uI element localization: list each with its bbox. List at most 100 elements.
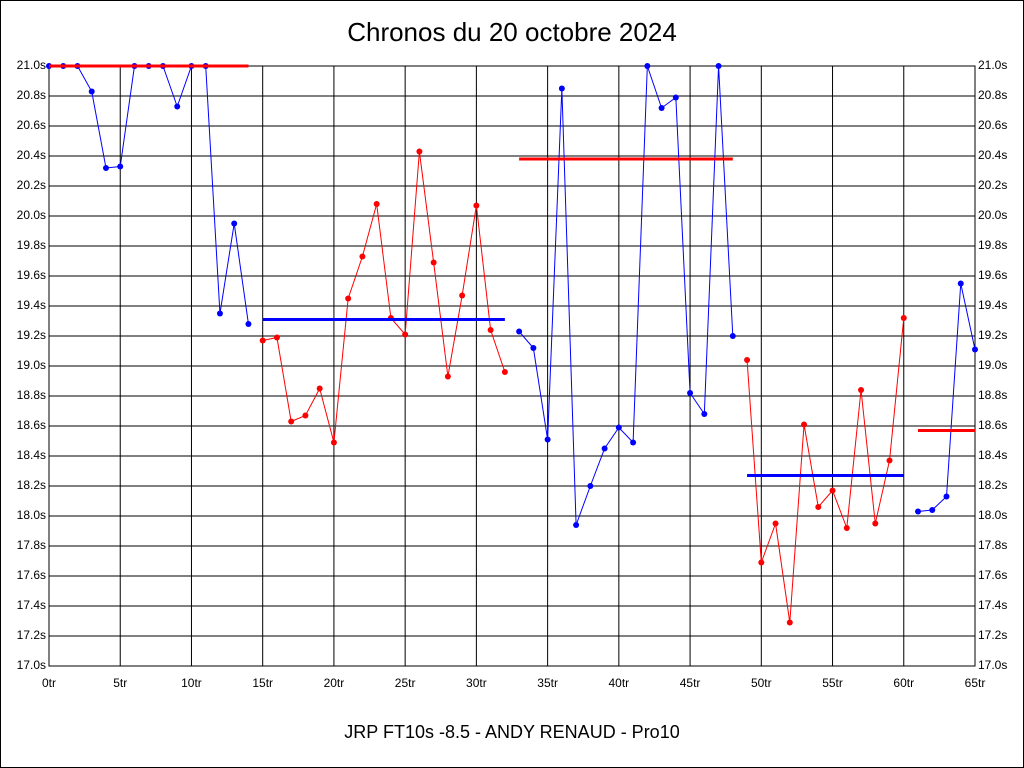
data-point [174,103,181,110]
data-point [259,337,266,344]
y-tick-label: 19.0s [17,358,46,372]
x-tick-label: 60tr [893,676,914,690]
data-point [373,201,380,207]
x-tick-label: 30tr [466,676,487,690]
x-tick-label: 50tr [751,676,772,690]
y-tick-label: 17.0s [17,658,46,672]
series-line [746,317,905,623]
y2-tick-label: 20.0s [978,208,1007,222]
data-point [273,334,280,341]
y-tick-label: 17.6s [17,568,46,582]
y-tick-label: 20.6s [17,118,46,132]
data-point [729,333,736,339]
data-point [516,328,523,335]
data-point [644,63,651,69]
y-tick-label: 18.8s [17,388,46,402]
data-point [216,310,223,317]
x-tick-label: 20tr [324,676,345,690]
data-point [245,321,252,327]
x-tick-label: 0tr [42,676,56,690]
y2-tick-label: 18.8s [978,388,1007,402]
data-point [601,445,608,452]
data-point [544,436,551,443]
y-tick-label: 18.2s [17,478,46,492]
y2-tick-label: 19.0s [978,358,1007,372]
data-point [615,424,622,431]
data-point [459,292,466,299]
y-tick-label: 21.0s [17,58,46,72]
data-point [231,220,238,227]
y-tick-label: 19.6s [17,268,46,282]
y2-tick-label: 18.0s [978,508,1007,522]
data-point [402,331,409,338]
data-point [957,280,964,287]
y2-tick-label: 17.4s [978,598,1007,612]
data-point [658,105,665,111]
x-tick-label: 35tr [537,676,558,690]
y-tick-label: 20.4s [17,148,46,162]
y-tick-label: 17.8s [17,538,46,552]
data-point [915,508,922,515]
x-tick-label: 40tr [609,676,630,690]
y-tick-label: 19.4s [17,298,46,312]
y2-tick-label: 20.8s [978,88,1007,102]
x-tick-label: 55tr [822,676,843,690]
y2-tick-label: 20.2s [978,178,1007,192]
data-point [359,253,366,260]
data-point [972,346,978,353]
x-tick-label: 65tr [965,676,986,690]
x-tick-label: 15tr [252,676,273,690]
y2-tick-label: 17.8s [978,538,1007,552]
data-point [843,525,850,531]
data-point [758,559,765,566]
data-point [487,327,494,333]
y2-tick-label: 20.4s [978,148,1007,162]
x-tick-label: 10tr [181,676,202,690]
data-point [573,522,580,528]
y-tick-label: 19.8s [17,238,46,252]
y2-tick-label: 17.2s [978,628,1007,642]
data-point [316,385,323,392]
data-point [701,411,708,417]
data-point [630,439,637,446]
data-point [345,295,352,302]
data-point [88,88,95,95]
chart-title: Chronos du 20 octobre 2024 [347,17,677,47]
data-point [772,520,779,527]
y-tick-label: 17.2s [17,628,46,642]
data-point [330,439,337,446]
series-line [518,65,734,526]
y2-tick-label: 21.0s [978,58,1007,72]
data-point [943,493,950,500]
y2-tick-label: 19.6s [978,268,1007,282]
y2-tick-label: 19.4s [978,298,1007,312]
data-point [786,619,793,626]
data-point [444,373,451,380]
data-point [558,85,565,92]
data-point [587,483,594,489]
data-point [872,520,879,527]
y2-tick-label: 18.4s [978,448,1007,462]
y-tick-label: 20.2s [17,178,46,192]
data-point [530,345,537,351]
data-point [715,63,722,69]
data-point [117,163,124,170]
data-point [430,259,437,266]
data-point [858,387,865,393]
y2-tick-label: 18.6s [978,418,1007,432]
y-tick-label: 20.0s [17,208,46,222]
data-point [829,487,836,494]
data-point [302,412,309,419]
y-tick-label: 17.4s [17,598,46,612]
data-point [900,315,907,321]
y2-tick-label: 18.2s [978,478,1007,492]
y-tick-label: 20.8s [17,88,46,102]
y-tick-label: 18.6s [17,418,46,432]
data-point [473,202,480,209]
y2-tick-label: 19.8s [978,238,1007,252]
data-point [815,504,822,510]
x-tick-label: 45tr [680,676,701,690]
data-point [886,457,893,464]
data-point [929,507,936,513]
